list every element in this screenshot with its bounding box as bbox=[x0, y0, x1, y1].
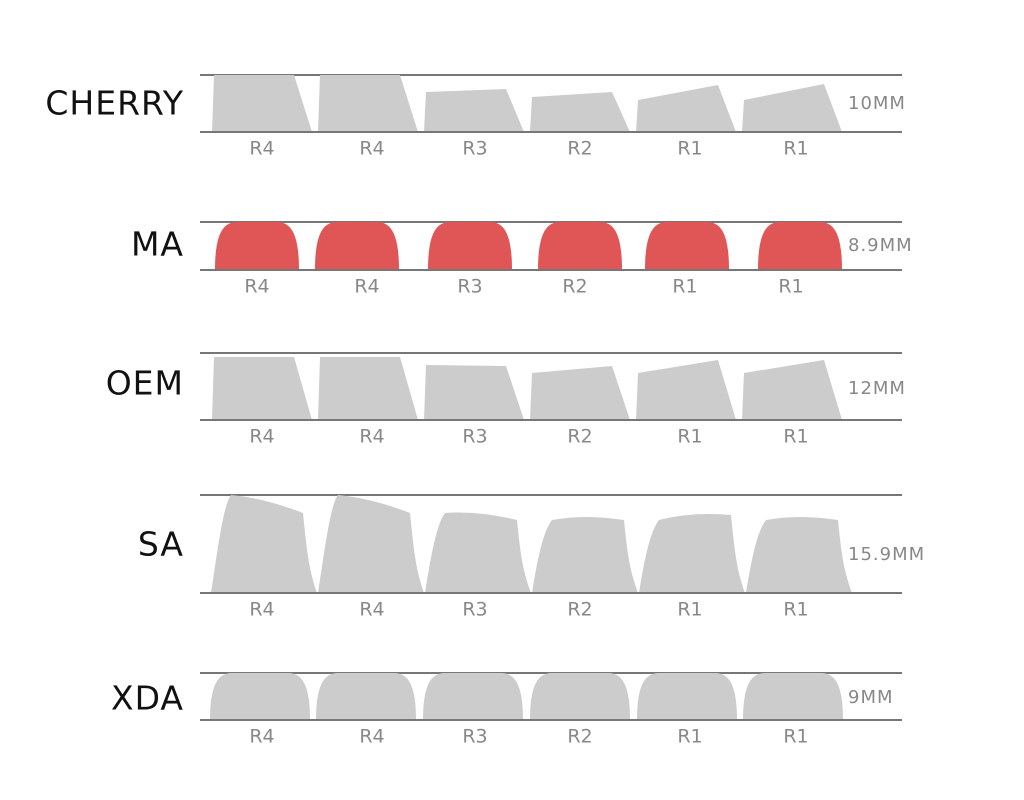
keycap bbox=[210, 673, 310, 720]
profile-height: 15.9MM bbox=[848, 544, 925, 565]
profile-height: 8.9MM bbox=[848, 235, 913, 256]
keycap bbox=[423, 673, 523, 720]
row-label: R1 bbox=[677, 599, 702, 621]
row-label: R3 bbox=[462, 426, 487, 448]
profile-name: SA bbox=[138, 525, 184, 564]
keycap bbox=[636, 360, 736, 420]
row-label: R4 bbox=[359, 138, 384, 160]
profile-height: 12MM bbox=[848, 378, 906, 399]
row-label: R3 bbox=[457, 276, 482, 298]
profile-name: CHERRY bbox=[45, 84, 184, 123]
keycap bbox=[212, 75, 312, 132]
row-label: R4 bbox=[359, 726, 384, 748]
keycap bbox=[424, 365, 524, 420]
keycap bbox=[315, 222, 399, 270]
keycap bbox=[424, 89, 524, 132]
row-label: R1 bbox=[677, 426, 702, 448]
row-label: R1 bbox=[677, 726, 702, 748]
keycap bbox=[428, 222, 512, 270]
profile-name: MA bbox=[131, 225, 184, 264]
row-label: R2 bbox=[567, 726, 592, 748]
row-label: R2 bbox=[567, 138, 592, 160]
row-label: R2 bbox=[562, 276, 587, 298]
row-label: R1 bbox=[778, 276, 803, 298]
keycap bbox=[318, 495, 424, 593]
keycap bbox=[215, 222, 299, 270]
keycap bbox=[530, 673, 630, 720]
keycap bbox=[645, 222, 729, 270]
keycap bbox=[636, 85, 736, 132]
row-label: R1 bbox=[672, 276, 697, 298]
keycap bbox=[532, 517, 638, 593]
row-label: R2 bbox=[567, 599, 592, 621]
keycap bbox=[743, 673, 843, 720]
keycap bbox=[637, 673, 737, 720]
row-label: R4 bbox=[249, 426, 274, 448]
profile-name: XDA bbox=[111, 679, 184, 718]
row-label: R4 bbox=[359, 599, 384, 621]
profile-name: OEM bbox=[106, 364, 184, 403]
row-label: R1 bbox=[783, 426, 808, 448]
row-label: R4 bbox=[249, 138, 274, 160]
keycap bbox=[530, 366, 630, 420]
row-label: R1 bbox=[677, 138, 702, 160]
row-label: R1 bbox=[783, 599, 808, 621]
keycap bbox=[425, 512, 531, 593]
row-label: R1 bbox=[783, 726, 808, 748]
profile-height: 9MM bbox=[848, 687, 894, 708]
row-label: R4 bbox=[249, 599, 274, 621]
keycap bbox=[742, 84, 842, 132]
keycap bbox=[742, 360, 842, 420]
keycap bbox=[211, 495, 317, 593]
row-label: R4 bbox=[359, 426, 384, 448]
row-label: R4 bbox=[354, 276, 379, 298]
row-label: R4 bbox=[244, 276, 269, 298]
keycap bbox=[758, 222, 842, 270]
keycap bbox=[639, 513, 745, 593]
keycap bbox=[746, 517, 852, 593]
row-label: R3 bbox=[462, 726, 487, 748]
keycap bbox=[530, 92, 630, 132]
keycap bbox=[318, 357, 418, 420]
keycap bbox=[538, 222, 622, 270]
keycap bbox=[212, 357, 312, 420]
keycap bbox=[318, 75, 418, 132]
row-label: R3 bbox=[462, 138, 487, 160]
row-label: R4 bbox=[249, 726, 274, 748]
profile-height: 10MM bbox=[848, 93, 906, 114]
row-label: R2 bbox=[567, 426, 592, 448]
row-label: R1 bbox=[783, 138, 808, 160]
keycap bbox=[316, 673, 416, 720]
row-label: R3 bbox=[462, 599, 487, 621]
